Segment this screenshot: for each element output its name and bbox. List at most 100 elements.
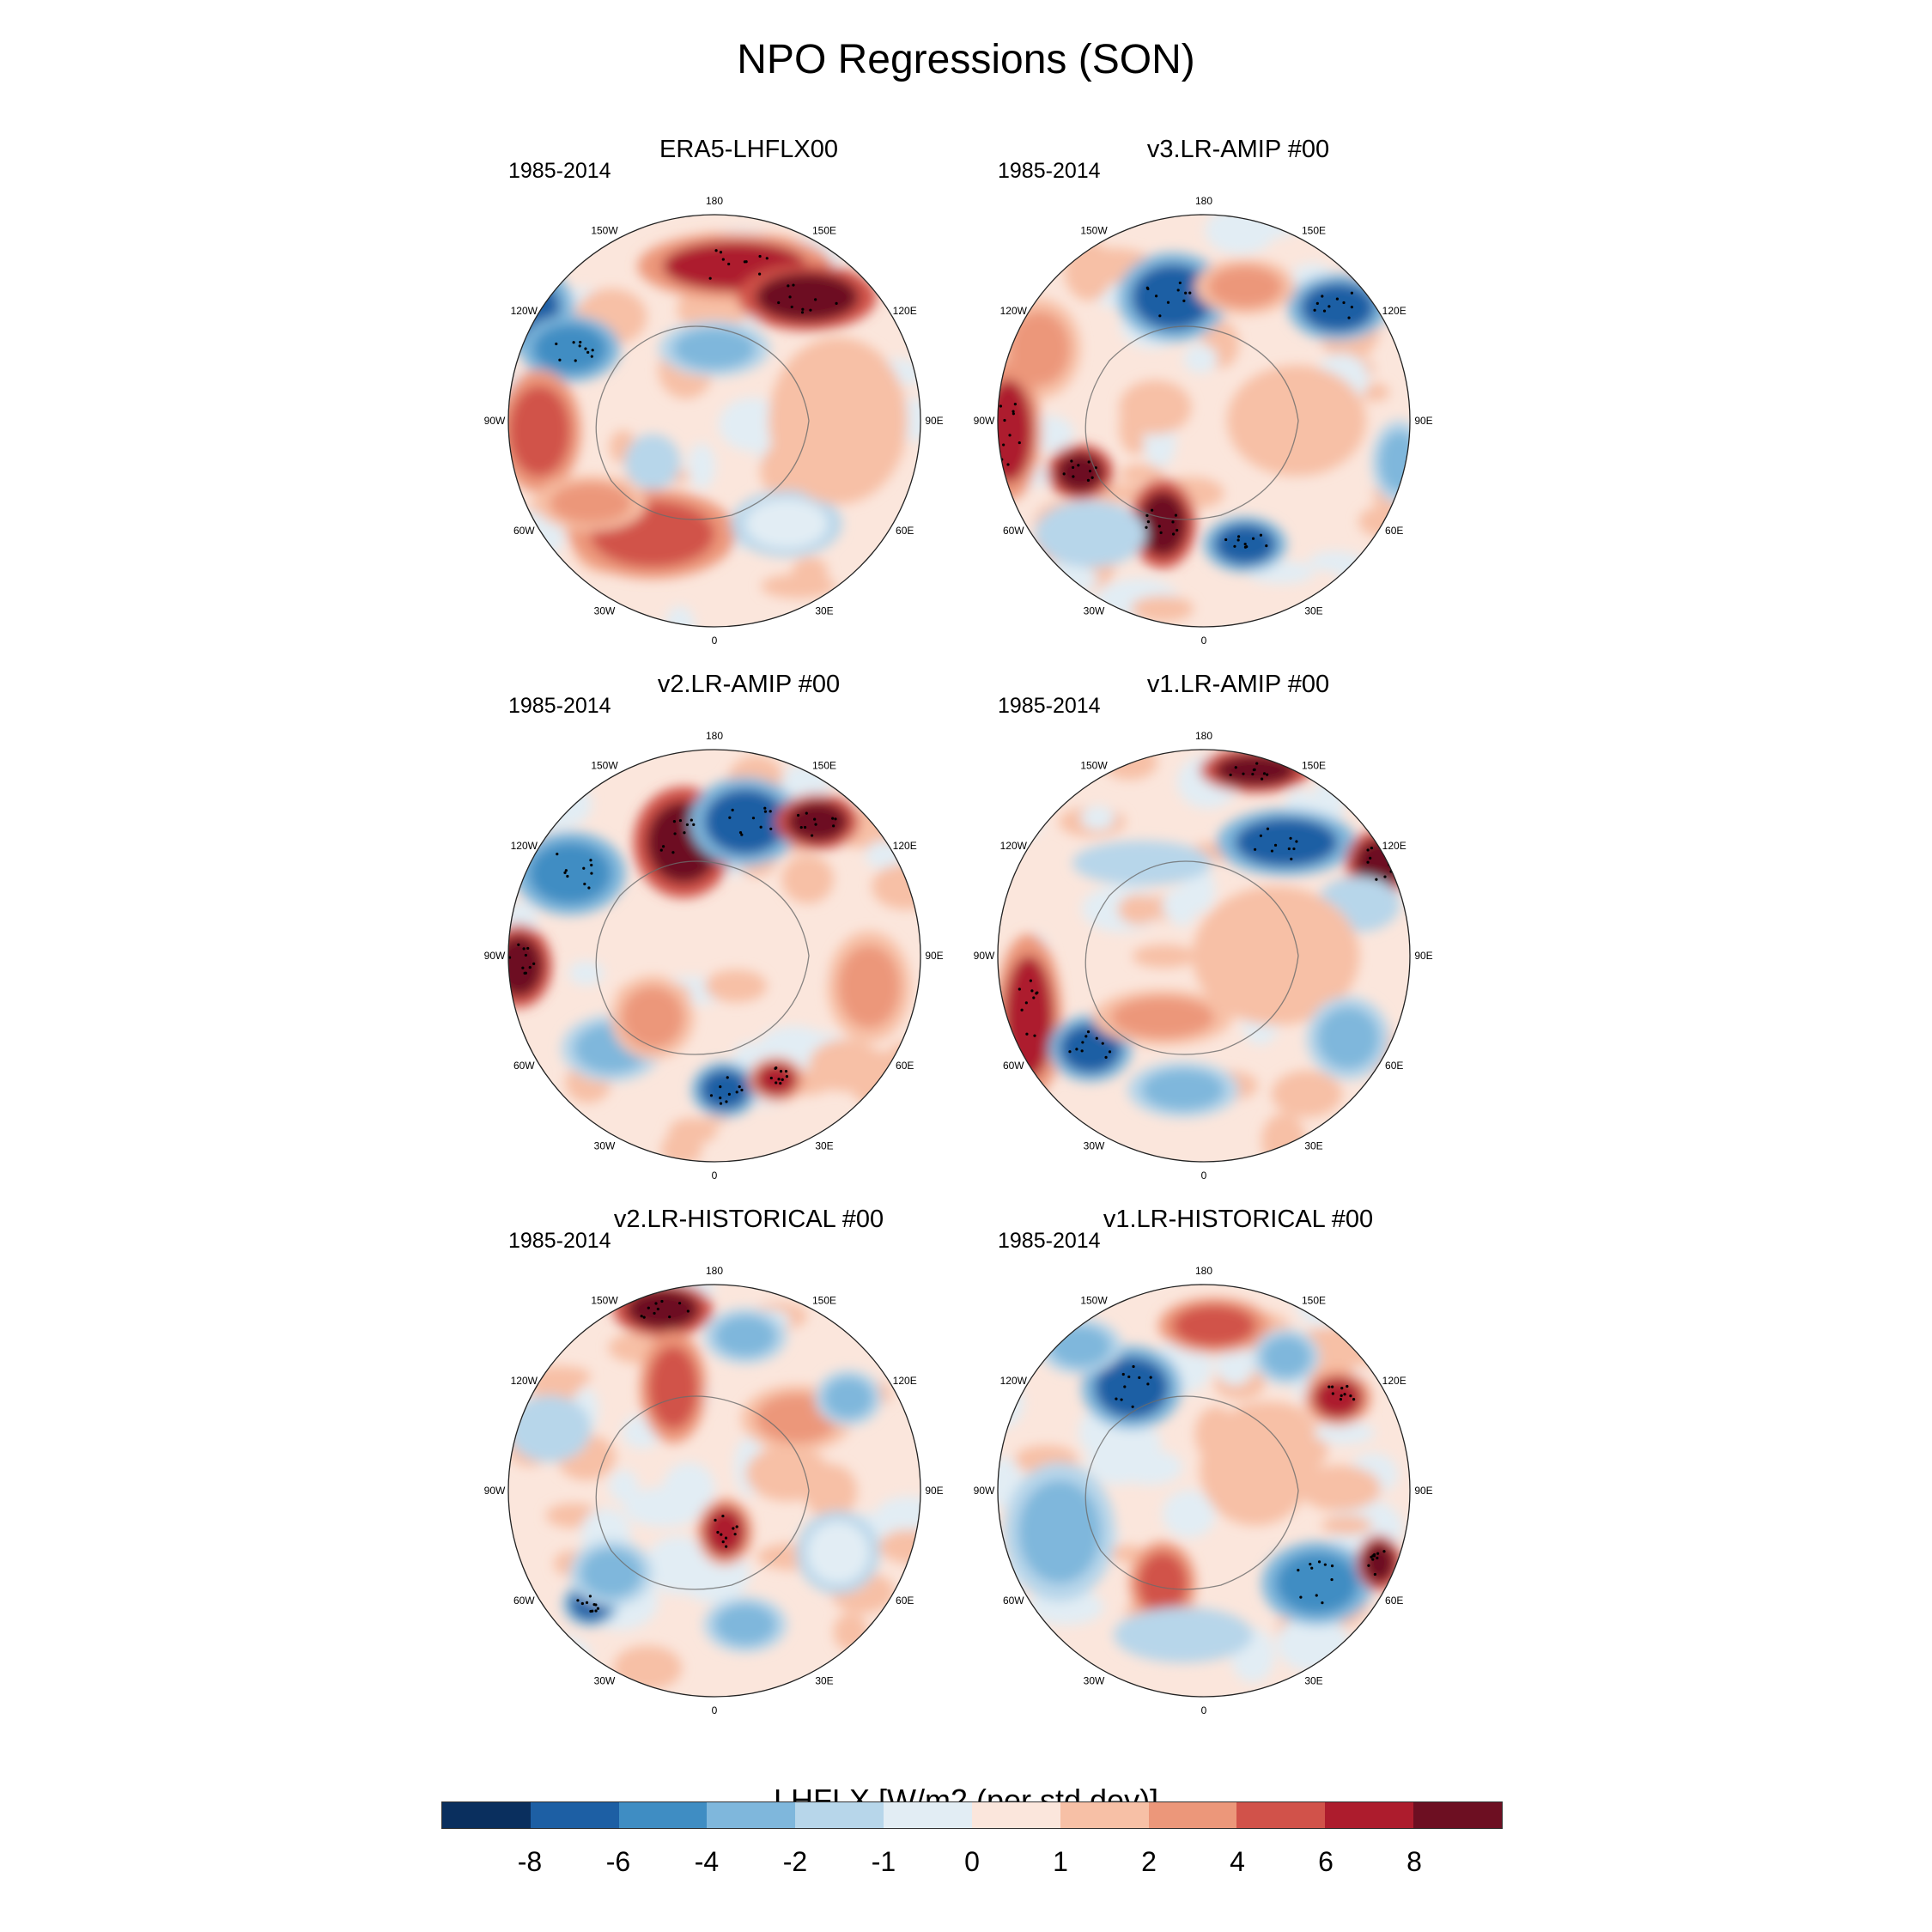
- longitude-label: 120E: [1382, 305, 1406, 317]
- significance-dot: [1243, 542, 1247, 546]
- longitude-label: 60W: [513, 525, 535, 537]
- anomaly-patch: [1132, 1614, 1235, 1656]
- longitude-label: 60E: [896, 1060, 914, 1072]
- anomaly-patch: [1119, 380, 1192, 435]
- colorbar-bin: [707, 1802, 796, 1828]
- anomaly-patch: [648, 1346, 698, 1429]
- anomaly-patch: [864, 217, 914, 252]
- significance-dot: [1184, 291, 1188, 295]
- longitude-label: 30E: [815, 1675, 833, 1687]
- colorbar-bin: [1148, 1802, 1237, 1828]
- significance-dot: [803, 825, 807, 829]
- significance-dot: [673, 832, 677, 835]
- map-border: [997, 1284, 1411, 1698]
- significance-dot: [1350, 306, 1353, 309]
- significance-dot: [555, 342, 558, 346]
- significance-dot: [1352, 1398, 1356, 1401]
- significance-dot: [1104, 1055, 1108, 1059]
- anomaly-patch: [508, 935, 544, 997]
- longitude-label: 90W: [974, 950, 995, 962]
- significance-dot: [1343, 1393, 1346, 1396]
- significance-dot: [1012, 412, 1015, 416]
- anomaly-patch: [623, 1486, 704, 1528]
- significance-dot: [521, 966, 525, 969]
- significance-dot: [1245, 544, 1249, 549]
- significance-dot: [526, 946, 530, 951]
- significance-dot: [1233, 544, 1236, 548]
- significance-dot: [725, 1545, 728, 1548]
- panel-period: 1985-2014: [508, 159, 611, 183]
- significance-dot: [556, 853, 559, 856]
- significance-dot: [1327, 305, 1331, 308]
- significance-dot: [814, 823, 817, 826]
- significance-dot: [590, 872, 593, 875]
- map-panel-v2-historical: v2.LR-HISTORICAL #00 1985-2014 180 150E 12…: [484, 1206, 989, 1731]
- significance-dot: [1132, 1364, 1135, 1369]
- anomaly-patch: [1138, 490, 1188, 557]
- significance-dot: [759, 825, 762, 829]
- significance-dot: [1323, 1563, 1327, 1566]
- longitude-label: 90E: [925, 1485, 943, 1497]
- longitude-label: 120W: [511, 1375, 538, 1387]
- anomaly-patch: [1214, 904, 1338, 1007]
- anomaly-patch: [622, 987, 683, 1048]
- significance-dot: [738, 1085, 741, 1089]
- significance-dot: [724, 1536, 728, 1540]
- anomaly-patch: [1214, 1429, 1297, 1511]
- significance-dot: [564, 869, 568, 872]
- polar-map: 180 150E 120E 90E 60E 30E 0 30W 60W 90W 120W 150W: [484, 1265, 944, 1716]
- anomaly-patch: [568, 960, 605, 986]
- polar-map: 180 150E 120E 90E 60E 30E 0 30W 60W 90W 120W 150W: [974, 1265, 1433, 1716]
- longitude-label: 120E: [1382, 840, 1406, 852]
- panel-period: 1985-2014: [998, 694, 1101, 718]
- significance-dot: [1251, 537, 1255, 540]
- longitude-label: 60W: [1003, 1595, 1024, 1607]
- significance-dot: [1145, 526, 1148, 529]
- significance-dot: [1115, 1397, 1118, 1400]
- significance-dot: [785, 1075, 789, 1078]
- significance-dot: [563, 871, 567, 874]
- anomaly-patch: [1102, 750, 1157, 780]
- anomaly-patch: [1119, 464, 1165, 483]
- significance-dot: [653, 1311, 656, 1315]
- significance-dot: [1158, 314, 1162, 318]
- significance-dot: [1091, 476, 1094, 479]
- significance-dot: [1006, 463, 1010, 466]
- significance-dot: [1297, 1569, 1300, 1572]
- anomaly-patch: [522, 238, 562, 274]
- significance-dot: [1370, 846, 1373, 850]
- longitude-label: 60W: [1003, 525, 1024, 537]
- significance-dot: [1146, 1382, 1150, 1386]
- significance-dot: [1131, 1405, 1134, 1408]
- longitude-label: 30E: [815, 605, 833, 617]
- longitude-label: 0: [1201, 1170, 1207, 1182]
- anomaly-patch: [520, 778, 592, 830]
- significance-dot: [642, 1315, 646, 1319]
- significance-dot: [732, 1527, 735, 1530]
- significance-dot: [765, 257, 769, 260]
- significance-dot: [797, 813, 800, 817]
- longitude-label: 150E: [812, 224, 836, 236]
- longitude-label: 60W: [513, 1595, 535, 1607]
- panel-period: 1985-2014: [998, 1229, 1101, 1253]
- longitude-label: 180: [1195, 195, 1212, 207]
- significance-dot: [1237, 535, 1241, 538]
- significance-dot: [1081, 1041, 1084, 1044]
- anomaly-patch: [1173, 1305, 1255, 1346]
- significance-dot: [727, 1092, 731, 1096]
- anomaly-patch: [673, 328, 756, 369]
- significance-dot: [1188, 291, 1192, 295]
- anomaly-patch: [1276, 1552, 1358, 1614]
- significance-dot: [659, 848, 663, 852]
- significance-dot: [578, 344, 581, 348]
- significance-dot: [1127, 1375, 1131, 1379]
- anomaly-patch: [1339, 558, 1392, 598]
- significance-dot: [656, 1307, 659, 1311]
- anomaly-patch: [745, 499, 828, 549]
- anomaly-patch: [1060, 1024, 1121, 1073]
- significance-dot: [690, 818, 693, 822]
- anomaly-patch: [632, 441, 673, 483]
- significance-dot: [784, 1069, 788, 1073]
- significance-dot: [1369, 856, 1372, 860]
- longitude-label: 30E: [1304, 1140, 1322, 1152]
